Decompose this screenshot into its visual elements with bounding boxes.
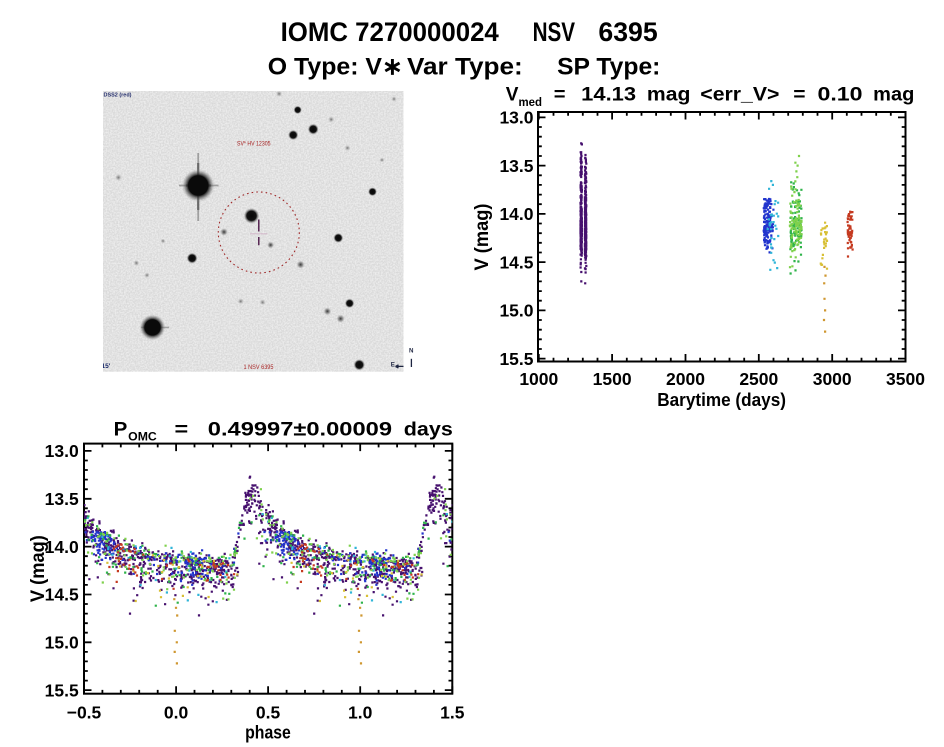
svg-text:mag: mag [647,85,691,106]
svg-text:SV* HV 12305: SV* HV 12305 [237,141,271,148]
svg-text:days: days [404,420,453,441]
svg-text:0.0: 0.0 [164,703,189,723]
svg-text:=: = [554,85,566,106]
svg-text:Barytime (days): Barytime (days) [657,389,786,410]
svg-text:2500: 2500 [739,369,778,389]
svg-text:1.0: 1.0 [348,703,373,723]
svg-text:14.5: 14.5 [45,585,79,605]
svg-text:14.0: 14.0 [499,204,533,224]
svg-text:V (mag): V (mag) [28,535,49,602]
svg-text:15.0: 15.0 [499,301,533,321]
svg-text:=: = [793,85,805,106]
svg-text:15': 15' [102,363,111,370]
svg-text:IOMC 7270000024: IOMC 7270000024 [281,17,499,47]
svg-text:phase: phase [245,723,291,743]
svg-text:3000: 3000 [813,369,852,389]
svg-text:1 NSV 6395: 1 NSV 6395 [244,364,274,371]
svg-text:3500: 3500 [886,369,925,389]
svg-text:NSV: NSV [533,17,576,47]
svg-text:13.0: 13.0 [499,108,533,128]
svg-text:O Type: V∗: O Type: V∗ [268,54,403,81]
svg-text:1000: 1000 [519,369,558,389]
svg-text:<err_V>: <err_V> [700,85,779,106]
svg-text:med: med [519,95,543,109]
svg-text:6395: 6395 [598,17,657,47]
svg-text:V (mag): V (mag) [472,204,493,271]
svg-text:14.13: 14.13 [581,85,636,106]
svg-text:mag: mag [873,85,914,106]
svg-text:2000: 2000 [666,369,705,389]
svg-text:15.5: 15.5 [45,680,79,700]
svg-text:DSS2 (red): DSS2 (red) [104,93,132,99]
svg-text:SP Type:: SP Type: [557,54,660,81]
svg-text:E: E [391,362,395,369]
svg-text:13.5: 13.5 [45,489,79,509]
svg-text:1500: 1500 [593,369,632,389]
svg-text:0.5: 0.5 [256,703,281,723]
svg-text:=: = [175,420,189,441]
svg-text:V: V [506,85,519,106]
svg-text:0.49997±0.00009: 0.49997±0.00009 [208,420,392,441]
svg-text:15.0: 15.0 [45,633,79,653]
svg-text:0.10: 0.10 [818,85,863,106]
svg-text:P: P [114,420,128,441]
svg-text:Var Type:: Var Type: [407,54,523,81]
svg-text:OMC: OMC [128,430,157,444]
svg-text:1.5: 1.5 [440,703,465,723]
svg-text:14.0: 14.0 [45,537,79,557]
svg-text:13.0: 13.0 [45,441,79,461]
svg-text:−0.5: −0.5 [67,703,102,723]
svg-text:15.5: 15.5 [499,349,533,369]
svg-text:14.5: 14.5 [499,252,533,272]
svg-text:13.5: 13.5 [499,156,533,176]
svg-text:N: N [409,348,414,355]
